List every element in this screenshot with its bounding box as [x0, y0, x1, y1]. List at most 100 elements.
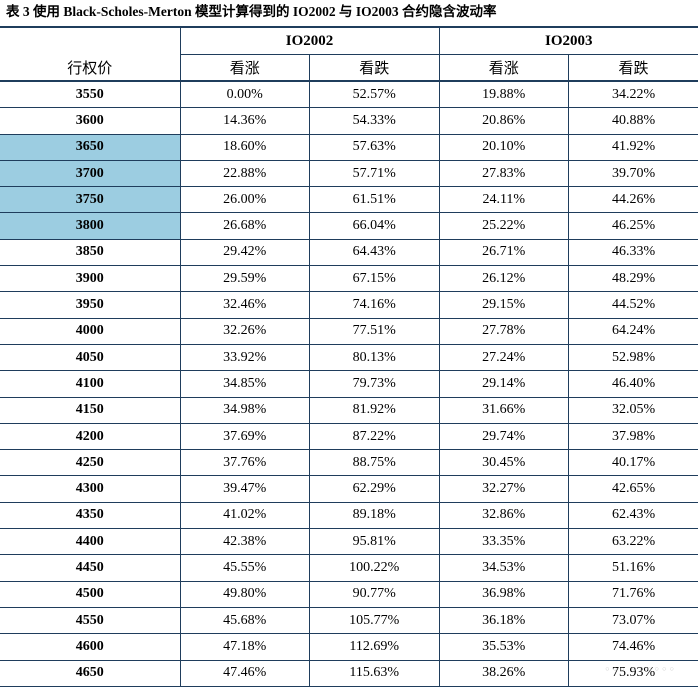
strike-cell: 4200: [0, 423, 180, 451]
table-row: 4000 32.26% 77.51% 27.78% 64.24%: [0, 318, 698, 345]
io2002-call-cell: 32.46%: [179, 291, 310, 319]
io2003-call-cell: 26.12%: [438, 265, 569, 293]
io2002-put-cell: 64.43%: [309, 239, 440, 267]
io2002-put-cell: 89.18%: [309, 502, 440, 530]
strike-cell: 3600: [0, 107, 180, 135]
table-row: 3600 14.36% 54.33% 20.86% 40.88%: [0, 107, 698, 135]
io2003-put-cell: 39.70%: [568, 160, 698, 188]
io2003-put-cell: 46.25%: [568, 212, 698, 240]
table-row: 4650 47.46% 115.63% 38.26% 75.93%: [0, 660, 698, 687]
io2002-call-cell: 42.38%: [179, 528, 310, 556]
io2002-put-cell: 105.77%: [309, 607, 440, 635]
table-row: 3950 32.46% 74.16% 29.15% 44.52%: [0, 291, 698, 319]
io2003-put-cell: 44.52%: [568, 291, 698, 319]
io2002-put-cell: 90.77%: [309, 581, 440, 608]
io2003-call-cell: 26.71%: [438, 239, 569, 267]
io2003-put-cell: 73.07%: [568, 607, 698, 635]
io2003-put-cell: 52.98%: [568, 344, 698, 372]
io2003-put-cell: 48.29%: [568, 265, 698, 293]
table-body: 3550 0.00% 52.57% 19.88% 34.22% 3600 14.36% 54.…: [0, 81, 698, 687]
header-io2002-call: 看涨: [179, 54, 310, 82]
io2002-call-cell: 18.60%: [179, 134, 310, 161]
io2003-put-cell: 34.22%: [568, 81, 698, 109]
io2002-put-cell: 54.33%: [309, 107, 440, 135]
header-sub-row: 行权价 看涨 看跌 看涨 看跌: [0, 54, 698, 82]
io2003-put-cell: 32.05%: [568, 397, 698, 424]
io2002-call-cell: 34.98%: [179, 397, 310, 424]
io2003-call-cell: 24.11%: [438, 186, 569, 214]
io2002-call-cell: 26.68%: [179, 212, 310, 240]
io2002-put-cell: 52.57%: [309, 81, 440, 109]
io2003-call-cell: 36.98%: [438, 581, 569, 608]
io2002-call-cell: 47.18%: [179, 633, 310, 661]
implied-volatility-table: IO2002 IO2003 行权价 看涨 看跌 看涨 看跌 3550 0.00% 5…: [0, 26, 698, 687]
table-row: 4400 42.38% 95.81% 33.35% 63.22%: [0, 528, 698, 556]
strike-cell: 3550: [0, 81, 180, 109]
watermark: ◦◦◦ ◦◦◦◦◦◦: [604, 663, 676, 676]
strike-cell: 4500: [0, 581, 180, 608]
table-row: 3850 29.42% 64.43% 26.71% 46.33%: [0, 239, 698, 267]
io2002-put-cell: 112.69%: [309, 633, 440, 661]
io2002-call-cell: 34.85%: [179, 370, 310, 398]
io2003-call-cell: 20.10%: [438, 134, 569, 161]
io2002-call-cell: 33.92%: [179, 344, 310, 372]
header-io2003: IO2003: [438, 27, 698, 55]
io2002-call-cell: 45.68%: [179, 607, 310, 635]
table-row: 4150 34.98% 81.92% 31.66% 32.05%: [0, 397, 698, 424]
io2003-put-cell: 41.92%: [568, 134, 698, 161]
strike-cell: 3900: [0, 265, 180, 293]
strike-cell: 3850: [0, 239, 180, 267]
table-row: 3700 22.88% 57.71% 27.83% 39.70%: [0, 160, 698, 188]
io2002-call-cell: 37.69%: [179, 423, 310, 451]
io2003-call-cell: 32.27%: [438, 475, 569, 503]
io2002-call-cell: 29.59%: [179, 265, 310, 293]
strike-cell: 4150: [0, 397, 180, 424]
io2003-call-cell: 36.18%: [438, 607, 569, 635]
strike-cell: 4050: [0, 344, 180, 372]
table-row: 4200 37.69% 87.22% 29.74% 37.98%: [0, 423, 698, 451]
io2003-put-cell: 46.40%: [568, 370, 698, 398]
io2003-put-cell: 62.43%: [568, 502, 698, 530]
io2002-put-cell: 95.81%: [309, 528, 440, 556]
io2002-call-cell: 14.36%: [179, 107, 310, 135]
table-row: 4250 37.76% 88.75% 30.45% 40.17%: [0, 449, 698, 477]
strike-cell: 3700: [0, 160, 180, 188]
io2003-call-cell: 27.78%: [438, 318, 569, 345]
strike-cell: 3950: [0, 291, 180, 319]
io2002-call-cell: 32.26%: [179, 318, 310, 345]
io2003-put-cell: 64.24%: [568, 318, 698, 345]
io2002-put-cell: 77.51%: [309, 318, 440, 345]
io2003-put-cell: 51.16%: [568, 554, 698, 582]
io2003-put-cell: 37.98%: [568, 423, 698, 451]
io2002-put-cell: 62.29%: [309, 475, 440, 503]
io2003-put-cell: 74.46%: [568, 633, 698, 661]
header-io2002-put: 看跌: [309, 54, 440, 82]
io2003-call-cell: 38.26%: [438, 660, 569, 687]
strike-cell: 4000: [0, 318, 180, 345]
strike-cell: 4550: [0, 607, 180, 635]
io2003-call-cell: 33.35%: [438, 528, 569, 556]
table-row: 4100 34.85% 79.73% 29.14% 46.40%: [0, 370, 698, 398]
strike-cell: 3650: [0, 134, 180, 161]
header-group-row: IO2002 IO2003: [0, 27, 698, 55]
table-row: 3650 18.60% 57.63% 20.10% 41.92%: [0, 134, 698, 161]
header-io2003-call: 看涨: [438, 54, 569, 82]
table-row: 4600 47.18% 112.69% 35.53% 74.46%: [0, 633, 698, 661]
io2002-put-cell: 67.15%: [309, 265, 440, 293]
header-blank-cell: [0, 27, 180, 55]
table-row: 4050 33.92% 80.13% 27.24% 52.98%: [0, 344, 698, 372]
io2003-put-cell: 46.33%: [568, 239, 698, 267]
strike-cell: 4450: [0, 554, 180, 582]
strike-cell: 4600: [0, 633, 180, 661]
io2002-call-cell: 49.80%: [179, 581, 310, 608]
io2003-call-cell: 25.22%: [438, 212, 569, 240]
strike-cell: 4300: [0, 475, 180, 503]
io2002-call-cell: 47.46%: [179, 660, 310, 687]
io2002-put-cell: 100.22%: [309, 554, 440, 582]
io2002-call-cell: 26.00%: [179, 186, 310, 214]
table-row: 4450 45.55% 100.22% 34.53% 51.16%: [0, 554, 698, 582]
header-io2003-put: 看跌: [568, 54, 698, 82]
table-row: 4300 39.47% 62.29% 32.27% 42.65%: [0, 475, 698, 503]
strike-cell: 3800: [0, 212, 180, 240]
io2002-put-cell: 80.13%: [309, 344, 440, 372]
